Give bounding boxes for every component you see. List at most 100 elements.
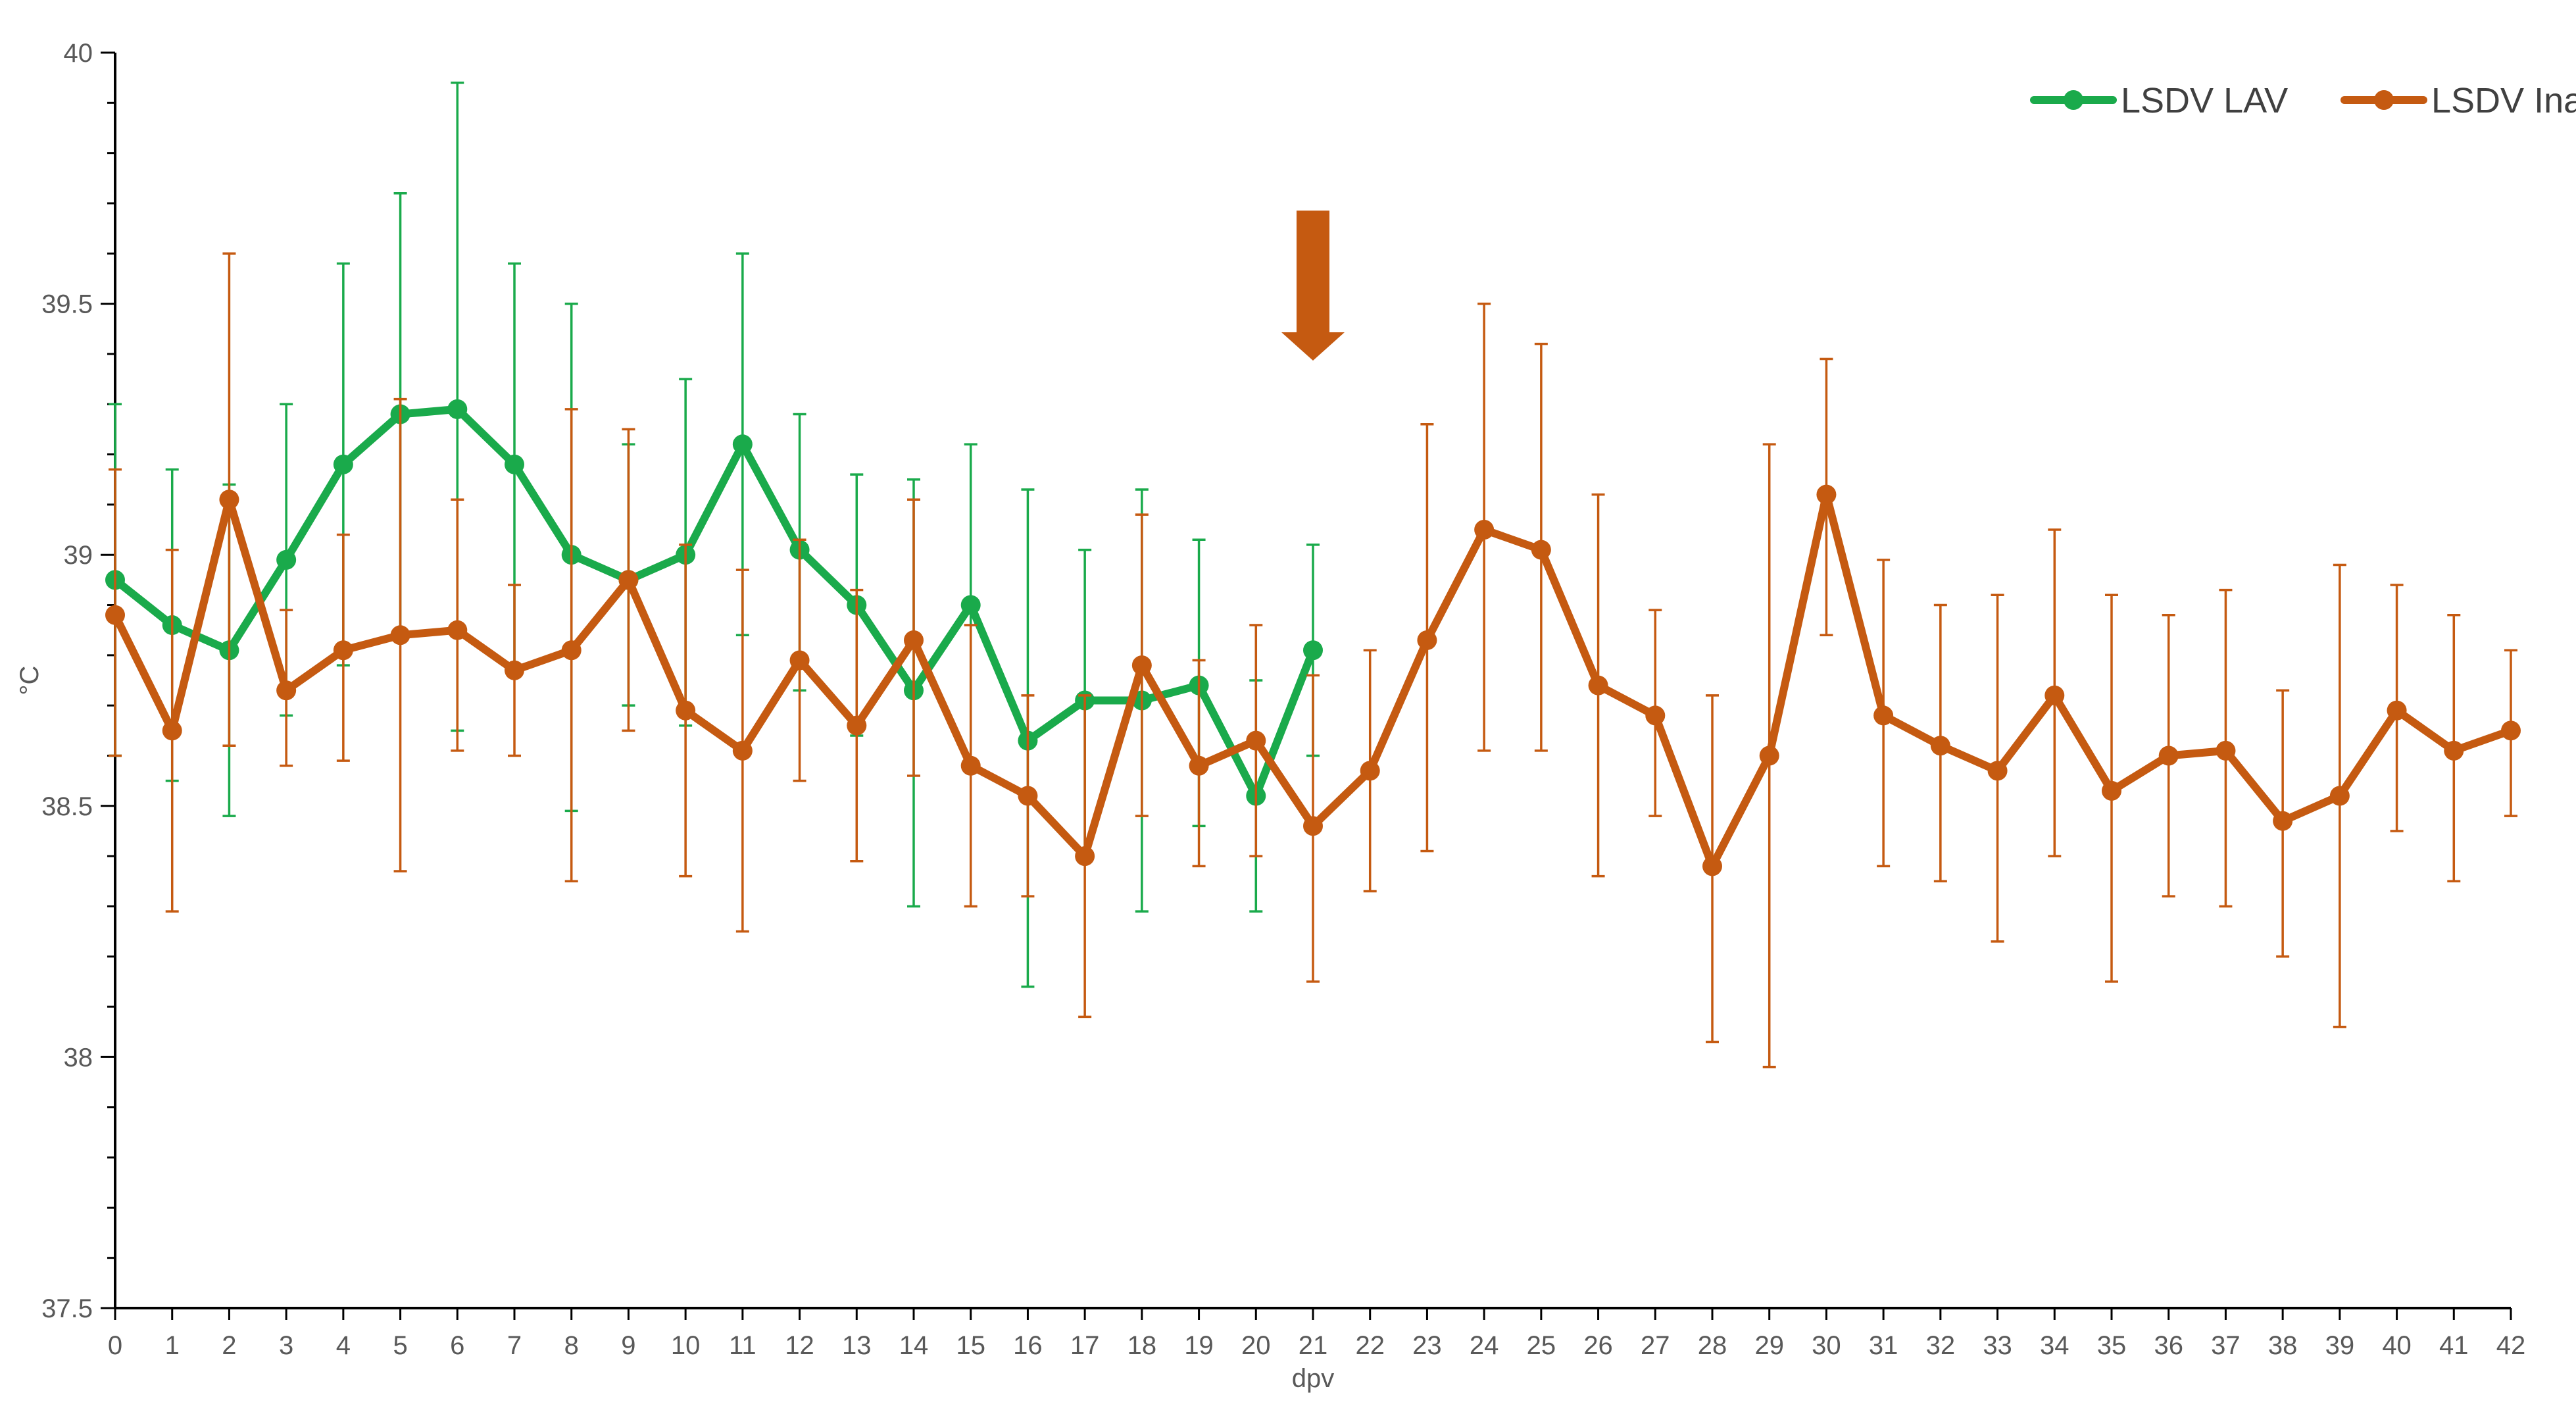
x-tick-label: 41	[2439, 1331, 2469, 1360]
data-point	[1816, 484, 1837, 505]
data-point	[333, 640, 353, 661]
x-tick-label: 16	[1013, 1331, 1043, 1360]
y-tick-label: 39.5	[41, 290, 93, 319]
x-tick-label: 0	[108, 1331, 122, 1360]
data-point	[2387, 700, 2407, 721]
data-point	[1645, 705, 1666, 726]
data-point	[2102, 780, 2121, 801]
data-point	[1075, 846, 1095, 867]
legend-swatch-marker	[2374, 90, 2394, 110]
data-point	[1588, 675, 1608, 695]
data-point	[676, 700, 696, 721]
x-tick-label: 10	[671, 1331, 701, 1360]
data-point	[847, 715, 867, 736]
data-point	[1131, 655, 1152, 676]
x-tick-label: 18	[1127, 1331, 1157, 1360]
data-point	[960, 595, 981, 615]
data-point	[1303, 816, 1323, 836]
x-tick-label: 5	[393, 1331, 407, 1360]
x-tick-label: 33	[1983, 1331, 2012, 1360]
y-tick-label: 37.5	[41, 1294, 93, 1323]
annotation-layer	[1281, 211, 1345, 361]
data-point	[1702, 856, 1722, 876]
down-arrow-icon	[1281, 211, 1345, 361]
y-tick-label: 40	[64, 39, 93, 68]
data-point	[1531, 540, 1551, 560]
x-tick-label: 11	[729, 1331, 756, 1360]
data-point	[732, 434, 753, 455]
x-tick-label: 36	[2154, 1331, 2183, 1360]
data-point	[276, 680, 297, 701]
data-point	[904, 630, 924, 650]
x-tick-label: 37	[2211, 1331, 2241, 1360]
series-layer	[105, 82, 2521, 1069]
data-point	[162, 721, 182, 741]
series-0	[105, 82, 1323, 988]
y-tick-labels: 37.5 38 38.5 39 39.5 40	[41, 39, 93, 1323]
x-tick-label: 26	[1583, 1331, 1613, 1360]
x-tick-label: 29	[1754, 1331, 1784, 1360]
x-tick-label: 38	[2268, 1331, 2298, 1360]
data-point	[1930, 736, 1950, 756]
y-tick-label: 38	[64, 1043, 93, 1072]
data-point	[505, 660, 524, 680]
x-tick-label: 34	[2040, 1331, 2069, 1360]
data-point	[447, 620, 468, 640]
y-axis-title: °C	[15, 666, 44, 695]
x-tick-label: 28	[1698, 1331, 1727, 1360]
data-point	[2273, 811, 2293, 831]
x-tick-label: 32	[1926, 1331, 1956, 1360]
data-point	[1759, 746, 1779, 766]
x-tick-label: 19	[1184, 1331, 1214, 1360]
data-point	[1417, 630, 1437, 650]
x-tick-label: 25	[1527, 1331, 1556, 1360]
x-tick-label: 40	[2382, 1331, 2412, 1360]
x-tick-label: 39	[2325, 1331, 2355, 1360]
legend: LSDV LAV LSDV Inac	[2030, 81, 2576, 120]
x-tick-label: 6	[450, 1331, 464, 1360]
x-tick-label: 24	[1470, 1331, 1499, 1360]
data-point	[1246, 730, 1266, 751]
x-tick-label: 27	[1641, 1331, 1670, 1360]
data-point	[505, 454, 524, 474]
y-tick-label: 39	[64, 541, 93, 570]
x-tick-label: 3	[279, 1331, 293, 1360]
data-point	[390, 625, 410, 645]
x-tick-label: 14	[899, 1331, 929, 1360]
data-point	[1474, 520, 1495, 540]
x-tick-label: 7	[507, 1331, 522, 1360]
legend-label: LSDV Inac	[2431, 81, 2576, 120]
x-tick-label: 1	[165, 1331, 180, 1360]
x-tick-label: 4	[336, 1331, 351, 1360]
x-tick-label: 30	[1812, 1331, 1841, 1360]
data-point	[1987, 761, 2008, 781]
y-tick-label: 38.5	[41, 792, 93, 821]
x-tick-label: 20	[1241, 1331, 1271, 1360]
data-point	[2044, 685, 2065, 705]
series-1	[105, 252, 2521, 1069]
data-point	[2501, 721, 2521, 741]
data-point	[333, 454, 353, 474]
x-tick-label: 8	[564, 1331, 579, 1360]
legend-label: LSDV LAV	[2121, 81, 2288, 120]
x-tick-label: 2	[222, 1331, 236, 1360]
data-point	[618, 570, 639, 590]
x-tick-label: 12	[785, 1331, 814, 1360]
x-tick-label: 22	[1355, 1331, 1385, 1360]
data-point	[276, 549, 297, 570]
legend-swatch-marker	[2064, 90, 2083, 110]
x-axis-title: dpv	[1292, 1364, 1335, 1393]
data-point	[1189, 755, 1209, 776]
x-tick-label: 17	[1070, 1331, 1100, 1360]
series-line	[111, 405, 1317, 800]
data-point	[2329, 786, 2350, 806]
x-tick-label: 42	[2496, 1331, 2526, 1360]
data-point	[561, 640, 582, 661]
data-point	[1018, 786, 1038, 806]
data-point	[960, 755, 981, 776]
x-tick-label: 15	[956, 1331, 985, 1360]
x-tick-label: 9	[621, 1331, 635, 1360]
data-point	[105, 605, 125, 625]
data-point	[732, 740, 753, 761]
